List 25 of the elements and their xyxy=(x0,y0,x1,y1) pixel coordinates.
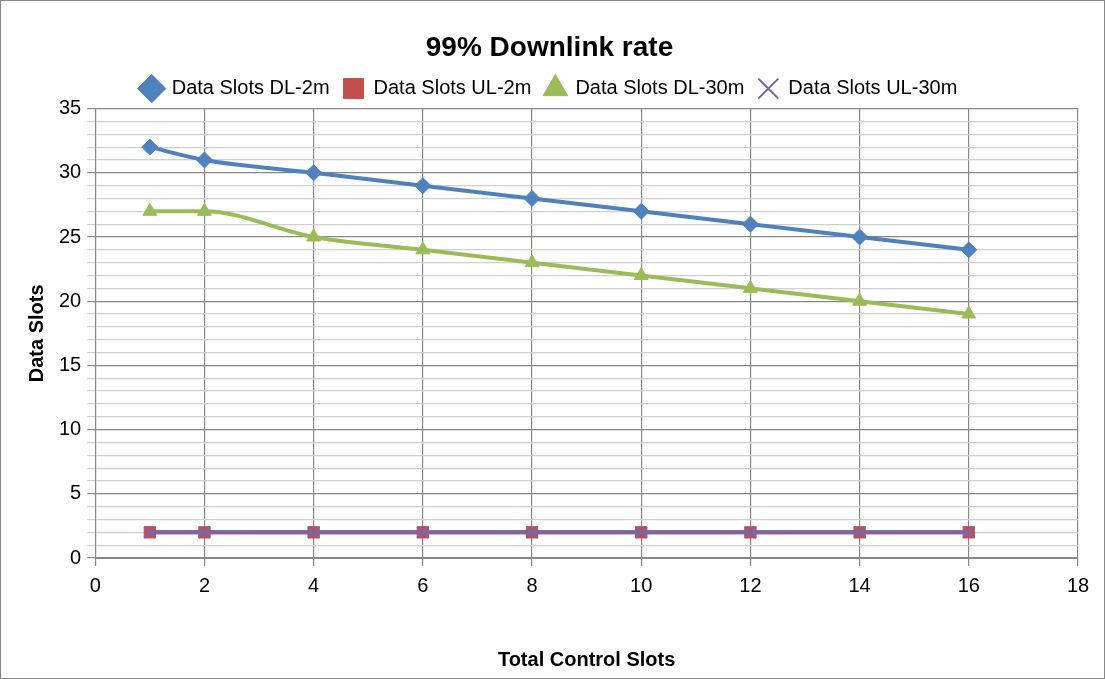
x-tick-label: 16 xyxy=(957,573,980,596)
x-tick-label: 10 xyxy=(630,573,653,596)
y-tick-label: 35 xyxy=(59,96,82,119)
y-tick-label: 30 xyxy=(59,160,82,183)
y-tick-label: 5 xyxy=(70,481,82,504)
y-tick-label: 25 xyxy=(59,224,82,247)
x-tick-label: 8 xyxy=(526,573,538,596)
x-tick-label: 18 xyxy=(1066,573,1090,596)
y-tick-label: 20 xyxy=(59,288,82,311)
x-tick-label: 4 xyxy=(308,573,320,596)
y-tick-label: 15 xyxy=(59,352,82,375)
y-tick-label: 10 xyxy=(59,417,82,440)
y-axis-title: Data Slots xyxy=(24,284,47,383)
x-tick-label: 0 xyxy=(89,573,101,596)
y-tick-label: 0 xyxy=(70,545,82,568)
x-tick-label: 14 xyxy=(848,573,871,596)
x-tick-label: 2 xyxy=(198,573,210,596)
x-axis-title: Total Control Slots xyxy=(497,647,676,670)
x-tick-label: 12 xyxy=(739,573,762,596)
legend-label: Data Slots DL-2m xyxy=(171,76,330,99)
legend-label: Data Slots UL-30m xyxy=(788,76,958,99)
x-tick-label: 6 xyxy=(417,573,429,596)
legend-label: Data Slots UL-2m xyxy=(373,76,532,99)
legend-label: Data Slots DL-30m xyxy=(575,76,745,99)
chart-title: 99% Downlink rate xyxy=(425,30,674,62)
